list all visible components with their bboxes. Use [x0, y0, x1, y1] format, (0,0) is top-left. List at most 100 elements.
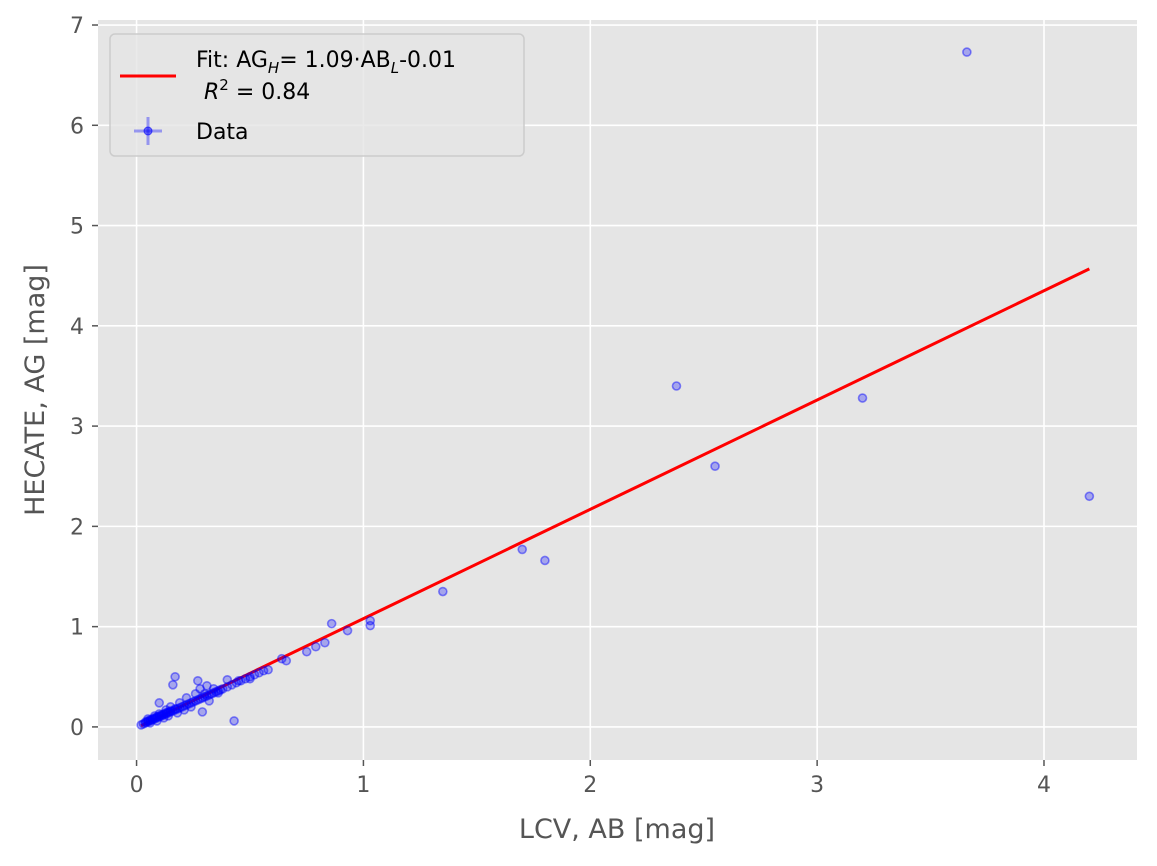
y-tick-label: 6	[70, 114, 84, 139]
data-point	[145, 715, 155, 725]
data-point	[227, 679, 237, 690]
data-point	[1084, 491, 1095, 502]
data-point	[208, 688, 219, 698]
data-point	[136, 720, 146, 730]
data-point	[174, 703, 185, 713]
legend-frame	[109, 33, 525, 157]
legend: Fit: AGH= 1.09·ABL-0.01 R2 = 0.84 Data	[109, 33, 525, 157]
data-point	[140, 718, 151, 728]
data-point	[147, 714, 158, 724]
data-point	[188, 697, 199, 707]
data-point	[165, 707, 176, 717]
data-point	[149, 711, 160, 721]
data-point	[202, 680, 212, 691]
data-point	[186, 698, 196, 708]
data-point	[145, 718, 155, 728]
data-point	[140, 717, 151, 727]
data-point	[193, 675, 203, 686]
data-point	[710, 461, 720, 472]
data-point	[204, 696, 214, 706]
data-point	[143, 717, 153, 727]
data-point	[170, 704, 180, 714]
data-point	[156, 710, 167, 720]
data-point	[172, 704, 183, 714]
data-point	[245, 671, 255, 682]
data-point	[172, 708, 183, 718]
data-point	[320, 637, 330, 648]
data-point	[154, 709, 165, 719]
data-point	[240, 673, 251, 684]
data-point	[263, 664, 273, 675]
data-point	[174, 698, 185, 708]
legend-data-label: Data	[196, 120, 249, 145]
data-point	[233, 675, 244, 686]
data-point	[258, 665, 269, 676]
data-point	[540, 555, 550, 566]
y-tick-label: 0	[70, 716, 84, 741]
data-point	[517, 544, 528, 555]
x-tick-label: 2	[583, 773, 597, 798]
data-point	[158, 710, 169, 720]
data-point	[208, 684, 219, 694]
data-point	[170, 705, 180, 715]
data-point	[365, 620, 376, 631]
data-point	[199, 692, 210, 702]
data-point	[222, 682, 233, 692]
data-point	[438, 586, 448, 597]
data-point	[161, 709, 171, 719]
data-point	[365, 615, 376, 626]
data-point	[217, 684, 228, 694]
data-point	[149, 713, 160, 723]
y-axis-label: HECATE, AG [mag]	[20, 264, 51, 516]
data-point	[161, 705, 171, 715]
data-point	[301, 646, 312, 657]
data-point	[236, 675, 246, 686]
data-point	[962, 47, 972, 57]
y-tick-label: 5	[70, 215, 84, 240]
x-tick-label: 0	[130, 773, 144, 798]
data-point	[342, 625, 353, 636]
data-point	[152, 716, 162, 726]
data-point	[156, 711, 167, 721]
fit-line	[140, 267, 1091, 728]
data-point	[249, 669, 260, 680]
data-point	[163, 711, 174, 721]
data-point	[165, 702, 176, 712]
data-point	[168, 706, 178, 716]
data-point	[222, 674, 233, 685]
data-point	[181, 693, 192, 703]
y-tick-label: 7	[70, 14, 84, 39]
data-point	[215, 685, 226, 695]
x-tick-label: 3	[810, 773, 824, 798]
grid-lines	[98, 20, 1137, 760]
data-point	[152, 713, 162, 723]
legend-r2-label: R2 = 0.84	[204, 76, 310, 105]
data-point	[213, 686, 224, 696]
data-point	[158, 713, 169, 723]
x-axis-label: LCV, AB [mag]	[519, 814, 715, 845]
data-point	[154, 712, 165, 722]
data-point	[202, 691, 212, 701]
data-point	[143, 714, 153, 724]
data-point	[152, 712, 162, 722]
x-tick-label: 1	[356, 773, 370, 798]
data-point	[138, 719, 149, 729]
data-point	[179, 705, 190, 715]
data-point	[229, 716, 239, 726]
data-points	[136, 47, 1095, 730]
data-point	[179, 701, 190, 711]
data-point	[326, 618, 337, 629]
data-point	[206, 689, 217, 699]
y-tick-label: 1	[70, 616, 84, 641]
data-point	[199, 689, 210, 699]
data-point	[147, 715, 158, 725]
data-point	[149, 714, 160, 724]
data-point	[195, 684, 205, 694]
data-point	[163, 707, 174, 717]
data-point	[245, 673, 255, 684]
data-point	[254, 667, 264, 678]
data-point	[204, 690, 214, 700]
data-point	[168, 679, 178, 690]
data-point	[857, 393, 868, 403]
y-tick-label: 4	[70, 315, 84, 340]
